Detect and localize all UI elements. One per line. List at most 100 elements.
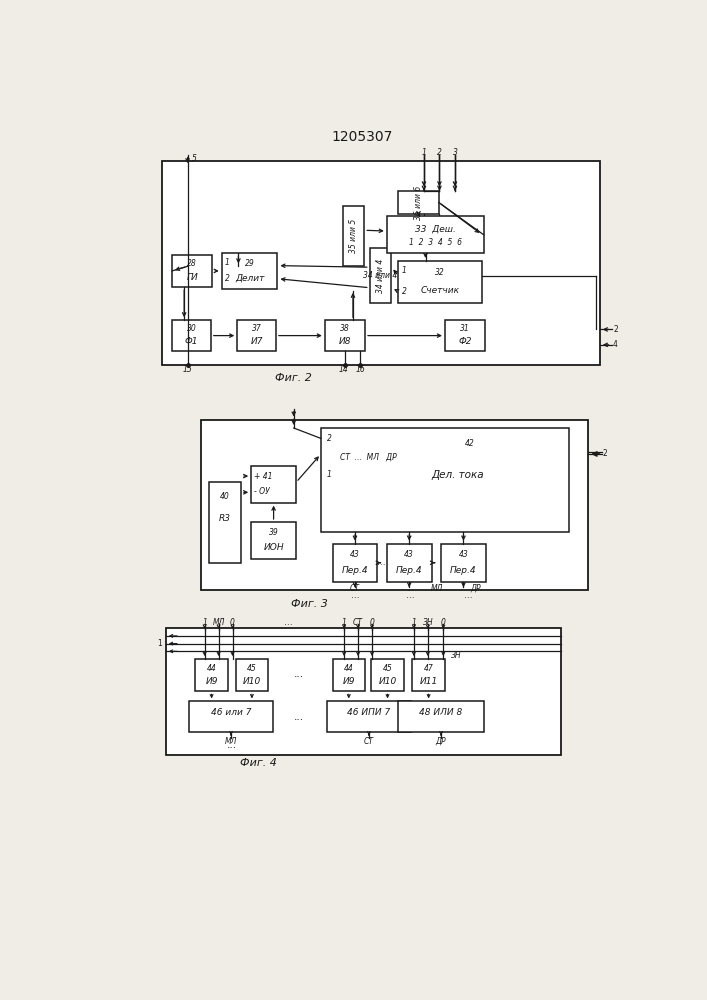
Bar — [412, 659, 445, 691]
Text: Фиг. 4: Фиг. 4 — [240, 758, 277, 768]
Text: И10: И10 — [243, 677, 261, 686]
Bar — [189, 701, 273, 732]
Text: 44: 44 — [344, 664, 354, 673]
Bar — [325, 320, 365, 351]
Text: 1: 1 — [157, 639, 162, 648]
Text: Фиг. 2: Фиг. 2 — [275, 373, 312, 383]
Text: 4: 4 — [613, 340, 618, 349]
Text: + 41: + 41 — [255, 472, 273, 481]
Text: ЗН: ЗН — [423, 618, 433, 627]
Text: 40: 40 — [220, 492, 230, 501]
Text: ...: ... — [227, 740, 237, 750]
Text: ...: ... — [284, 618, 293, 627]
Text: 48 ИЛИ 8: 48 ИЛИ 8 — [419, 708, 462, 717]
Text: 1: 1 — [341, 618, 346, 627]
Text: 1: 1 — [421, 148, 426, 157]
Text: 1  2  3  4  5  6: 1 2 3 4 5 6 — [409, 238, 462, 247]
Text: 2: 2 — [327, 434, 332, 443]
Text: 5: 5 — [192, 154, 197, 163]
Text: СТ  ...  МЛ   ДР: СТ ... МЛ ДР — [340, 453, 397, 462]
Text: 15: 15 — [182, 365, 192, 374]
Text: 46 ИПИ 7: 46 ИПИ 7 — [347, 708, 390, 717]
Text: 36 или 6: 36 или 6 — [414, 185, 423, 220]
Bar — [201, 420, 588, 590]
Bar — [237, 320, 276, 351]
Text: 45: 45 — [382, 664, 392, 673]
Bar — [370, 248, 392, 303]
Bar — [172, 320, 211, 351]
Text: 1: 1 — [402, 266, 407, 275]
Text: ИОН: ИОН — [263, 543, 284, 552]
Text: 43: 43 — [459, 550, 468, 559]
Text: 30: 30 — [187, 324, 197, 333]
Bar — [343, 206, 364, 266]
Text: 31: 31 — [460, 324, 470, 333]
Text: 42: 42 — [464, 439, 474, 448]
Text: ...: ... — [294, 712, 304, 722]
Text: Счетчик: Счетчик — [421, 286, 460, 295]
Bar — [398, 191, 438, 214]
Text: Пер.4: Пер.4 — [341, 566, 368, 575]
Text: 34 или 4: 34 или 4 — [376, 258, 385, 293]
Text: Делит: Делит — [235, 274, 264, 283]
Bar — [235, 659, 268, 691]
Text: 33  Деш.: 33 Деш. — [415, 225, 455, 234]
Text: Ф2: Ф2 — [458, 337, 472, 346]
Text: Дел. тока: Дел. тока — [431, 470, 484, 480]
Text: 37: 37 — [252, 324, 262, 333]
Bar — [398, 261, 482, 303]
Bar — [387, 544, 432, 582]
Text: 45: 45 — [247, 664, 257, 673]
Bar — [166, 628, 561, 755]
Bar — [371, 659, 404, 691]
Text: ...: ... — [407, 584, 414, 593]
Bar — [321, 428, 569, 532]
Text: ...: ... — [406, 591, 414, 600]
Text: R3: R3 — [218, 514, 230, 523]
Text: 43: 43 — [350, 550, 360, 559]
Text: ГИ: ГИ — [187, 273, 198, 282]
Text: 2: 2 — [603, 449, 608, 458]
Text: Пер.4: Пер.4 — [450, 566, 477, 575]
Text: И9: И9 — [342, 677, 355, 686]
Text: Ф1: Ф1 — [185, 337, 198, 346]
Text: 35 или 5: 35 или 5 — [349, 219, 358, 253]
Bar — [398, 701, 484, 732]
Text: ДР: ДР — [436, 737, 446, 746]
Text: - ОУ: - ОУ — [255, 487, 270, 496]
Bar — [332, 544, 378, 582]
Text: ЗН: ЗН — [451, 651, 462, 660]
Text: 2: 2 — [225, 274, 230, 283]
Bar — [222, 253, 277, 289]
Text: 1: 1 — [202, 618, 207, 627]
Text: 28: 28 — [187, 259, 197, 268]
Text: 2: 2 — [437, 148, 442, 157]
Bar — [162, 161, 600, 365]
Text: 29: 29 — [245, 259, 255, 268]
Text: 0: 0 — [370, 618, 375, 627]
Bar — [327, 701, 411, 732]
Text: 0: 0 — [230, 618, 235, 627]
Text: 43: 43 — [404, 550, 414, 559]
Text: 47: 47 — [423, 664, 433, 673]
Bar — [209, 482, 241, 563]
Text: ...: ... — [377, 558, 385, 567]
Bar — [251, 522, 296, 559]
Text: 2: 2 — [402, 287, 407, 296]
Text: И8: И8 — [339, 337, 351, 346]
Text: 16: 16 — [356, 365, 366, 374]
Text: И11: И11 — [419, 677, 438, 686]
Bar — [195, 659, 228, 691]
Text: 1: 1 — [225, 258, 230, 267]
Text: 44: 44 — [206, 664, 216, 673]
Bar — [251, 466, 296, 503]
Text: СТ: СТ — [364, 737, 374, 746]
Text: СТ: СТ — [350, 584, 360, 593]
Text: 46 или 7: 46 или 7 — [211, 708, 251, 717]
Text: 3: 3 — [452, 148, 457, 157]
Text: 34 или 4: 34 или 4 — [363, 271, 397, 280]
Bar — [387, 216, 484, 253]
Text: МЛ: МЛ — [431, 584, 443, 593]
Text: 0: 0 — [441, 618, 445, 627]
Text: ...: ... — [294, 669, 304, 679]
